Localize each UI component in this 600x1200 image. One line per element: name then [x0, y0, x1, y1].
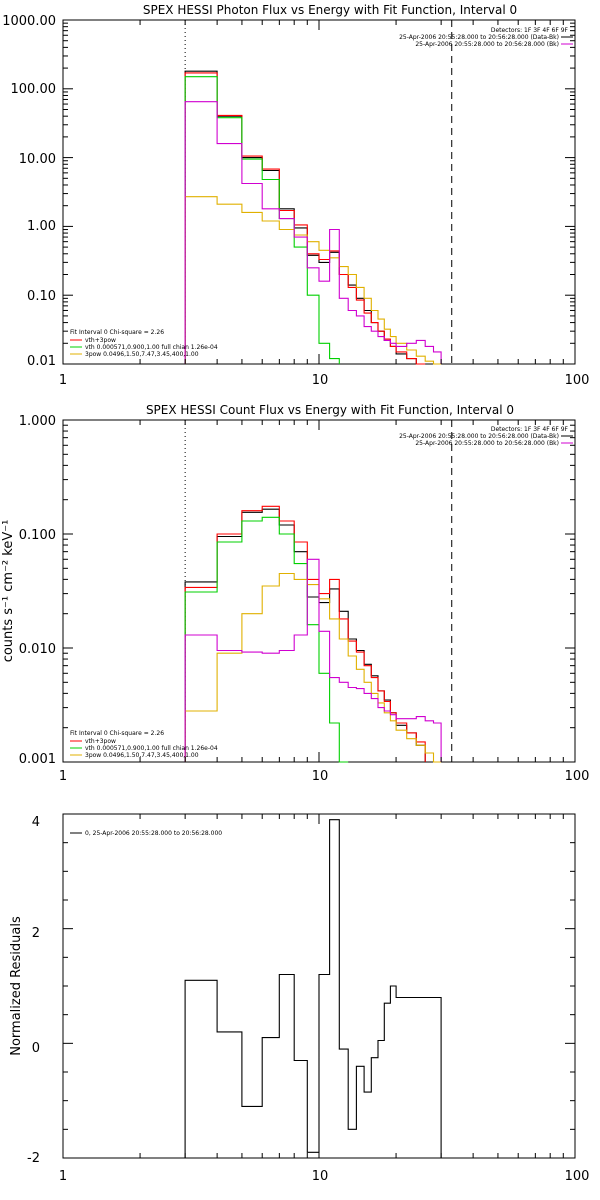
photon-ytick-label: 0.01 [27, 354, 56, 369]
photon-series-layer [184, 20, 453, 365]
photon-xtick-label: 100 [565, 373, 590, 388]
photon-tick-layer [62, 19, 575, 365]
photon-fit-info-line: vth+3pow [85, 337, 116, 344]
photon-ytick-label: 1.00 [27, 219, 56, 234]
photon-fit-info-line: vth 0.000571,0.900,1.00 full chian 1.26e… [85, 344, 218, 351]
residuals-ytick-label: 0 [32, 1041, 40, 1056]
count-y-axis-label: counts s⁻¹ cm⁻² keV⁻¹ [1, 520, 16, 663]
count-series-vth [184, 516, 349, 763]
count-series-3pow [184, 572, 442, 763]
count-tick-layer [62, 419, 575, 763]
residuals-xtick-label: 1 [59, 1169, 67, 1184]
photon-header-detectors: Detectors: 1F 3F 4F 6F 9F [491, 27, 569, 34]
count-ytick-label: 0.001 [19, 752, 56, 767]
count-fit-info-line: vth 0.000571,0.900,1.00 full chian 1.26e… [85, 745, 218, 752]
count-flux-panel: SPEX HESSI Count Flux vs Energy with Fit… [1, 403, 589, 784]
residuals-ytick-label: 4 [32, 815, 40, 830]
residuals-legend-text: 0, 25-Apr-2006 20:55:28.000 to 20:56:28.… [85, 830, 222, 837]
count-header-detectors: Detectors: 1F 3F 4F 6F 9F [491, 426, 569, 433]
count-ytick-label: 0.010 [19, 642, 56, 657]
residuals-ytick-label: -2 [27, 1151, 40, 1166]
photon-xtick-label: 10 [312, 373, 329, 388]
residuals-series-0 [184, 819, 442, 1158]
count-xtick-label: 100 [565, 769, 590, 784]
residuals-series-layer [184, 819, 442, 1158]
count-header-databk: 25-Apr-2006 20:55:28.000 to 20:56:28.000… [399, 433, 559, 440]
residuals-y-axis-label: Normalized Residuals [9, 916, 24, 1056]
count-ytick-label: 1.000 [19, 414, 56, 429]
count-header-bk: 25-Apr-2006 20:55:28.000 to 20:56:28.000… [415, 440, 559, 447]
photon-fit-info-line: Fit Interval 0 Chi-square = 2.26 [70, 329, 164, 336]
photon-ytick-label: 10.00 [19, 152, 56, 167]
photon-flux-panel: SPEX HESSI Photon Flux vs Energy with Fi… [2, 3, 589, 388]
photon-series-bk [184, 101, 442, 364]
count-xtick-label: 10 [312, 769, 329, 784]
photon-series-3pow [184, 196, 442, 365]
photon-ytick-label: 0.10 [27, 289, 56, 304]
count-series-bk [184, 558, 442, 762]
photon-ytick-label: 1000.00 [2, 14, 56, 29]
count-chart-title: SPEX HESSI Count Flux vs Energy with Fit… [146, 403, 514, 417]
photon-fit-info-line: 3pow 0.0496,1.50,7.47,3.45,400,1.00 [85, 351, 199, 358]
residuals-ytick-label: 2 [32, 926, 40, 941]
photon-xtick-label: 1 [59, 373, 67, 388]
residuals-xtick-label: 10 [312, 1169, 329, 1184]
count-xtick-label: 1 [59, 769, 67, 784]
photon-header-databk: 25-Apr-2006 20:55:28.000 to 20:56:28.000… [399, 34, 559, 41]
count-series-vth-3pow [184, 505, 426, 762]
photon-chart-title: SPEX HESSI Photon Flux vs Energy with Fi… [143, 3, 517, 17]
count-series-data-bk [184, 508, 426, 762]
count-ytick-label: 0.100 [19, 528, 56, 543]
count-series-layer [184, 420, 453, 763]
count-fit-info-line: 3pow 0.0496,1.50,7.47,3.45,400,1.00 [85, 752, 199, 759]
residuals-panel: 4 2 0 -2 1 10 100 Normalized Residuals 0… [9, 813, 590, 1184]
count-fit-info-line: vth+3pow [85, 738, 116, 745]
residuals-tick-layer [62, 813, 575, 1159]
photon-header-bk: 25-Apr-2006 20:55:28.000 to 20:56:28.000… [415, 41, 559, 48]
photon-ytick-label: 100.00 [11, 82, 57, 97]
count-fit-info-line: Fit Interval 0 Chi-square = 2.26 [70, 730, 164, 737]
residuals-xtick-label: 100 [565, 1169, 590, 1184]
